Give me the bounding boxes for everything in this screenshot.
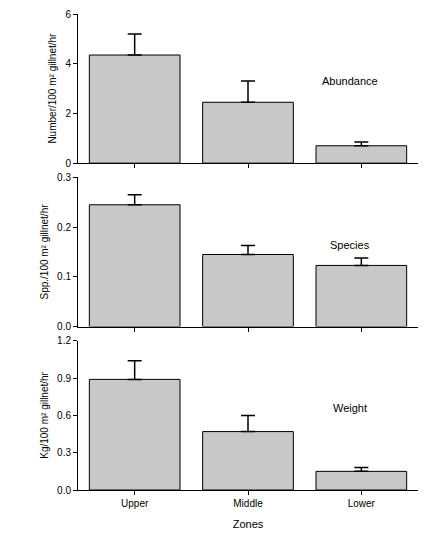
svg-text:0.0: 0.0 (57, 321, 71, 332)
svg-text:Weight: Weight (333, 402, 367, 414)
svg-text:0.3: 0.3 (57, 172, 71, 183)
svg-text:0.6: 0.6 (57, 410, 71, 421)
svg-text:Zones: Zones (233, 518, 264, 530)
svg-text:Abundance: Abundance (322, 75, 378, 87)
svg-text:4: 4 (65, 58, 71, 69)
svg-text:0.9: 0.9 (57, 373, 71, 384)
svg-text:0.1: 0.1 (57, 271, 71, 282)
svg-text:0.3: 0.3 (57, 447, 71, 458)
svg-text:0: 0 (65, 158, 71, 169)
svg-text:Species: Species (330, 239, 370, 251)
svg-text:2: 2 (65, 108, 71, 119)
svg-text:1.2: 1.2 (57, 335, 71, 346)
svg-text:Spp./100 m² gillnet/hr: Spp./100 m² gillnet/hr (39, 204, 50, 300)
svg-text:Lower: Lower (348, 498, 376, 509)
svg-text:Middle: Middle (233, 498, 263, 509)
svg-text:0.2: 0.2 (57, 222, 71, 233)
svg-text:6: 6 (65, 9, 71, 20)
svg-text:Upper: Upper (121, 498, 149, 509)
svg-text:Number/100 m² gillnet/hr: Number/100 m² gillnet/hr (47, 33, 58, 144)
svg-text:Kg/100 m² gillnet/hr: Kg/100 m² gillnet/hr (39, 371, 50, 458)
svg-text:0.0: 0.0 (57, 485, 71, 496)
